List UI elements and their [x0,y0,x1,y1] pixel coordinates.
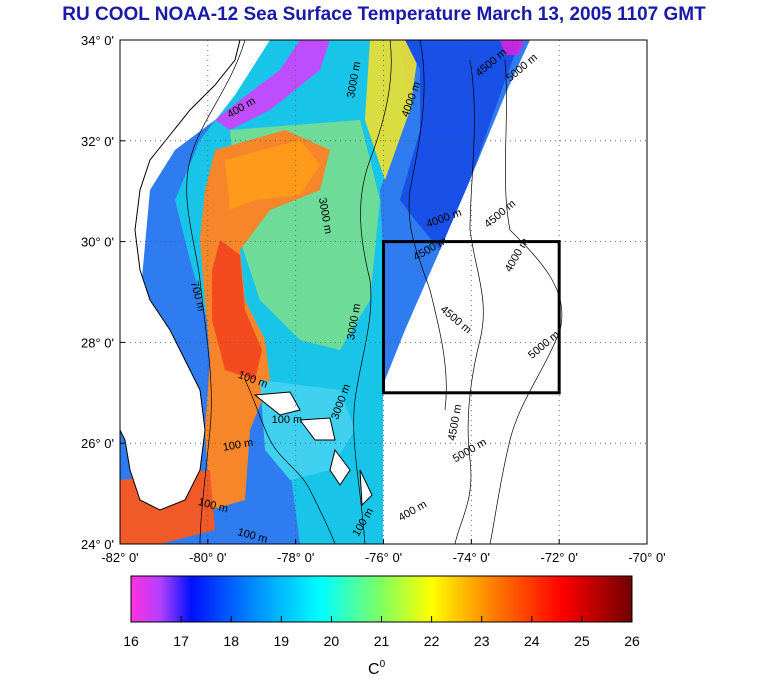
lat-tick-label: 28° 0' [81,335,114,350]
bathymetry-contours [186,40,563,544]
study-area-box [382,240,561,395]
lon-tick-label: -74° 0' [453,550,490,565]
lon-tick-label: -80° 0' [189,550,226,565]
lat-tick-label: 34° 0' [81,33,114,48]
colorbar-tick-label: 25 [574,633,590,649]
contour-label: 100 m [222,437,254,454]
contour-400m [186,40,246,544]
lon-tick-label: -82° 0' [101,550,138,565]
colorbar-tick-label: 17 [173,633,189,649]
map-title: RU COOL NOAA-12 Sea Surface Temperature … [62,4,706,25]
lat-lon-grid [120,40,647,544]
colorbar-tick-label: 16 [123,633,139,649]
colorbar-tick-label: 20 [324,633,340,649]
lat-tick-label: 26° 0' [81,436,114,451]
lat-tick-label: 30° 0' [81,235,114,250]
lon-tick-label: -72° 0' [541,550,578,565]
colorbar-unit-superscript: 0 [380,659,386,670]
sst-coastal-purple [215,40,330,130]
contour-4500m [454,59,484,544]
sst-coastal-magenta [500,40,525,55]
latitude-axis: 24° 0' 26° 0' 28° 0' 30° 0' 32° 0' 34° 0' [81,33,125,552]
colorbar-tick-label: 23 [474,633,490,649]
colorbar-tick-label: 24 [524,633,540,649]
colorbar: 16 17 18 19 20 21 22 23 24 25 26 C0 [123,575,640,678]
contour-5000m [489,59,563,544]
colorbar-tick-label: 18 [223,633,239,649]
contour-label: 100 m [272,414,303,426]
lon-tick-label: -78° 0' [277,550,314,565]
florida-peninsula [120,40,241,511]
sst-northeast-band [365,40,420,180]
colorbar-tick-label: 26 [624,633,640,649]
sst-offshore-blue [400,40,520,250]
lat-tick-label: 24° 0' [81,537,114,552]
sst-gulf-stream [200,130,330,510]
sst-gulf-stream-core [212,240,262,380]
colorbar-tick-label: 19 [274,633,290,649]
lon-tick-label: -70° 0' [628,550,665,565]
bahamas-islands [253,391,373,507]
contour-4000m [408,40,447,411]
colorbar-unit: C [368,661,380,678]
colorbar-ticks: 16 17 18 19 20 21 22 23 24 25 26 [123,616,640,649]
colorbar-tick-label: 22 [424,633,440,649]
sst-field [120,40,530,544]
lat-tick-label: 32° 0' [81,134,114,149]
land-layer [120,40,373,511]
colorbar-unit-label: C0 [368,659,386,678]
lon-tick-label: -76° 0' [365,550,402,565]
contour-3000m [353,40,392,544]
sst-stream-north [225,140,320,210]
longitude-axis: -82° 0' -80° 0' -78° 0' -76° 0' -74° 0' -72° … [101,539,666,565]
colorbar-gradient [130,575,633,623]
contour-100m [244,379,336,544]
colorbar-tick-label: 21 [374,633,390,649]
